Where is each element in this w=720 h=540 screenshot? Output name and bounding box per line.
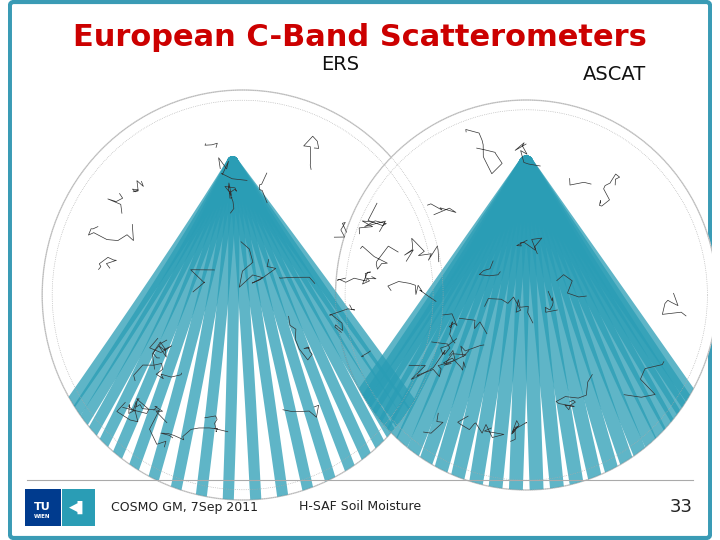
Text: 33: 33: [670, 498, 693, 516]
Text: ERS: ERS: [321, 56, 359, 75]
Text: WIEN: WIEN: [34, 514, 50, 518]
FancyBboxPatch shape: [24, 489, 60, 526]
Text: TU: TU: [34, 502, 50, 512]
Text: H-SAF Soil Moisture: H-SAF Soil Moisture: [299, 501, 421, 514]
Text: ASCAT: ASCAT: [582, 65, 646, 84]
Circle shape: [336, 100, 717, 490]
Text: ◀▌: ◀▌: [68, 501, 88, 514]
FancyBboxPatch shape: [10, 2, 710, 538]
Text: European C-Band Scatterometers: European C-Band Scatterometers: [73, 24, 647, 52]
Circle shape: [42, 90, 443, 500]
Text: COSMO GM, 7Sep 2011: COSMO GM, 7Sep 2011: [111, 501, 258, 514]
FancyBboxPatch shape: [62, 489, 95, 526]
